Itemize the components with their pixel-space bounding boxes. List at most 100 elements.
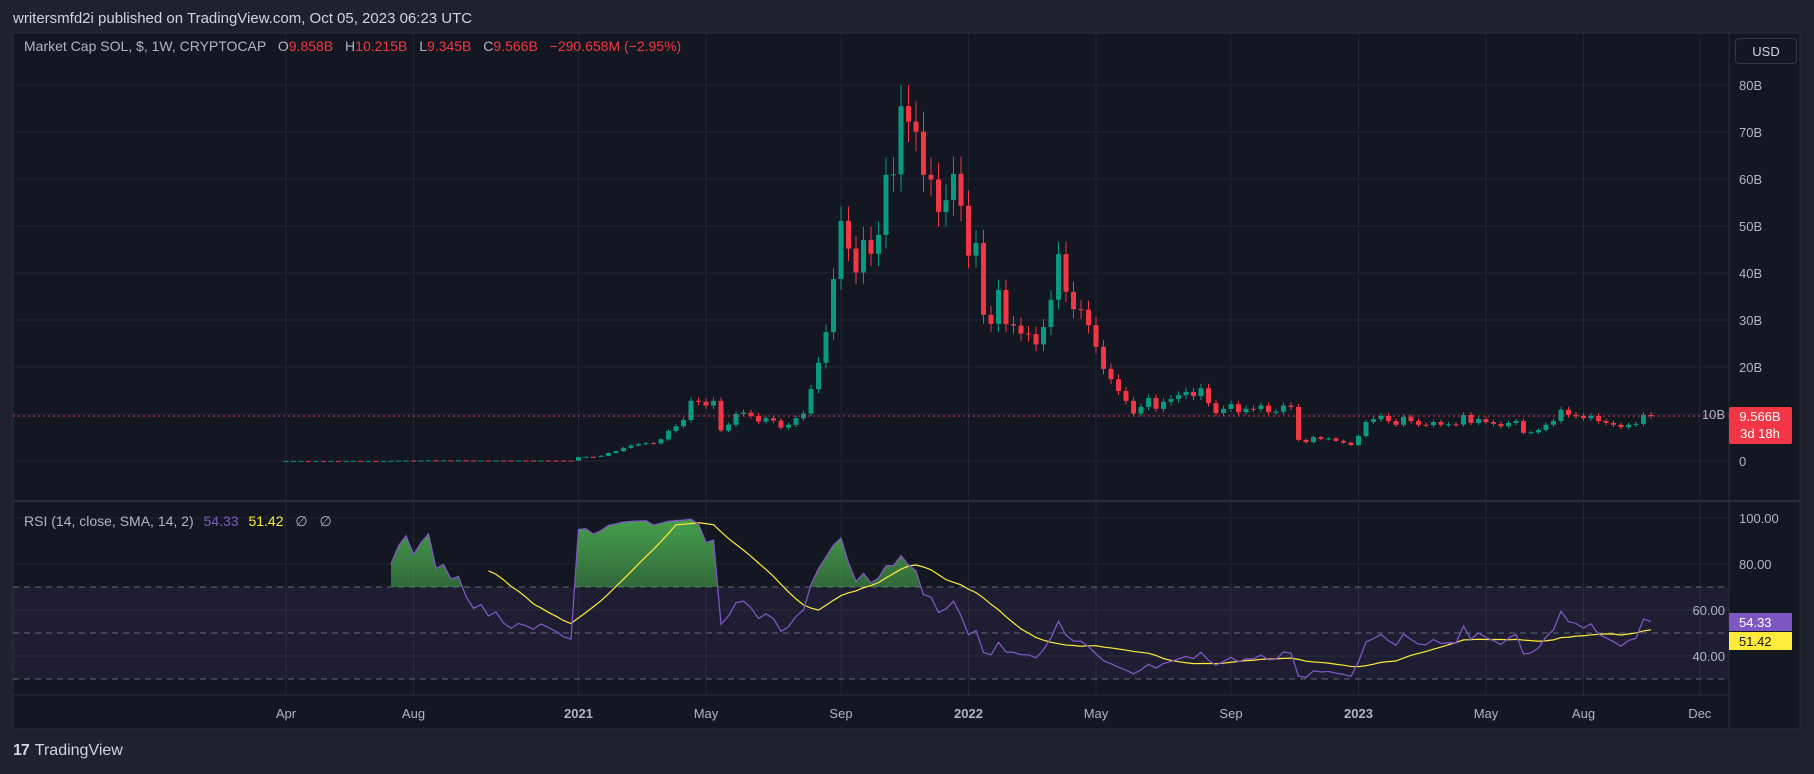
candle-body bbox=[1386, 415, 1391, 422]
candle bbox=[523, 460, 529, 462]
candle-body bbox=[1506, 422, 1511, 427]
candle-body bbox=[1251, 408, 1256, 410]
candle-body bbox=[928, 174, 934, 180]
candle-body bbox=[1288, 405, 1294, 407]
candle bbox=[838, 206, 844, 291]
footer-branding[interactable]: 17 TradingView bbox=[13, 742, 123, 760]
candle-body bbox=[411, 460, 416, 462]
candle-body bbox=[568, 460, 574, 462]
candle bbox=[1131, 397, 1136, 417]
candle bbox=[1003, 279, 1009, 333]
candle bbox=[388, 460, 394, 462]
candle bbox=[576, 456, 581, 461]
candle-body bbox=[726, 424, 731, 431]
candle bbox=[793, 415, 799, 427]
candle bbox=[1641, 412, 1646, 427]
candle bbox=[1056, 241, 1061, 310]
candle-body bbox=[1416, 421, 1421, 425]
candle bbox=[1146, 394, 1151, 411]
candle bbox=[1356, 434, 1361, 446]
candle bbox=[456, 460, 461, 462]
candle bbox=[883, 157, 889, 249]
candle-body bbox=[1648, 414, 1654, 417]
candle bbox=[313, 460, 319, 462]
candle bbox=[1206, 383, 1211, 407]
candle-body bbox=[463, 460, 469, 462]
candle bbox=[538, 460, 544, 462]
candle bbox=[1221, 405, 1226, 416]
candle-body bbox=[516, 460, 521, 462]
symbol-title[interactable]: Market Cap SOL, $, 1W, CRYPTOCAP bbox=[24, 38, 266, 54]
candle bbox=[1341, 439, 1346, 444]
time-tick-label: Sep bbox=[1219, 706, 1242, 721]
candle-body bbox=[741, 412, 746, 414]
candle bbox=[1603, 418, 1609, 426]
candle bbox=[1468, 412, 1474, 426]
price-tick-label: 20B bbox=[1739, 360, 1762, 375]
candle bbox=[658, 438, 664, 445]
candle bbox=[493, 460, 499, 462]
candle-body bbox=[1476, 419, 1481, 423]
candle-body bbox=[403, 460, 409, 462]
candle-body bbox=[973, 242, 979, 256]
candle bbox=[628, 444, 634, 449]
rsi-title[interactable]: RSI (14, close, SMA, 14, 2) bbox=[24, 513, 194, 529]
candle bbox=[1551, 418, 1556, 427]
candle bbox=[1438, 419, 1444, 427]
candle bbox=[1648, 412, 1654, 419]
candle-body bbox=[936, 179, 941, 212]
candle-body bbox=[636, 444, 641, 446]
candle bbox=[1596, 413, 1601, 424]
candle-body bbox=[1026, 333, 1031, 335]
candle bbox=[418, 460, 424, 462]
candle-body bbox=[951, 173, 956, 201]
candle bbox=[613, 450, 619, 454]
candle bbox=[1041, 319, 1046, 352]
candle bbox=[306, 460, 311, 462]
candle-body bbox=[1596, 415, 1601, 422]
candle bbox=[643, 442, 649, 446]
candle bbox=[343, 460, 349, 462]
candle bbox=[291, 460, 296, 462]
price-tick-label: 10B bbox=[1702, 407, 1725, 422]
candle-body bbox=[1641, 414, 1646, 424]
candle-body bbox=[1393, 421, 1399, 425]
candle bbox=[1386, 413, 1391, 424]
candle-body bbox=[583, 456, 589, 458]
candle bbox=[1048, 290, 1054, 336]
candle bbox=[516, 460, 521, 462]
candle-body bbox=[388, 460, 394, 462]
candle-body bbox=[1633, 423, 1639, 425]
candle bbox=[321, 460, 326, 462]
candle-body bbox=[1371, 419, 1376, 422]
candle bbox=[478, 460, 484, 462]
candle-body bbox=[696, 400, 701, 402]
rsi-legend[interactable]: RSI (14, close, SMA, 14, 2) 54.33 51.42 … bbox=[24, 513, 332, 530]
time-tick-label: Sep bbox=[829, 706, 852, 721]
candle-body bbox=[1003, 289, 1009, 325]
candle bbox=[553, 460, 559, 462]
candle bbox=[1446, 422, 1451, 427]
candle bbox=[591, 456, 596, 458]
candle bbox=[426, 460, 431, 462]
candle bbox=[756, 413, 761, 424]
candle-body bbox=[1566, 409, 1571, 415]
candle bbox=[411, 460, 416, 462]
candle-body bbox=[748, 412, 754, 416]
candle-body bbox=[606, 453, 611, 456]
currency-button[interactable]: USD bbox=[1735, 38, 1797, 64]
candle bbox=[831, 268, 836, 340]
candle bbox=[1161, 398, 1166, 412]
candle bbox=[1476, 416, 1481, 426]
candle bbox=[441, 460, 446, 462]
candle-body bbox=[958, 173, 964, 206]
candle-body bbox=[1528, 432, 1534, 434]
candle bbox=[1281, 402, 1286, 415]
candle-body bbox=[921, 131, 926, 175]
candle-body bbox=[1258, 405, 1264, 410]
candle-body bbox=[351, 460, 356, 462]
price-legend[interactable]: Market Cap SOL, $, 1W, CRYPTOCAP O9.858B… bbox=[24, 38, 681, 54]
candle-body bbox=[1303, 439, 1309, 443]
candle-body bbox=[1093, 325, 1099, 347]
